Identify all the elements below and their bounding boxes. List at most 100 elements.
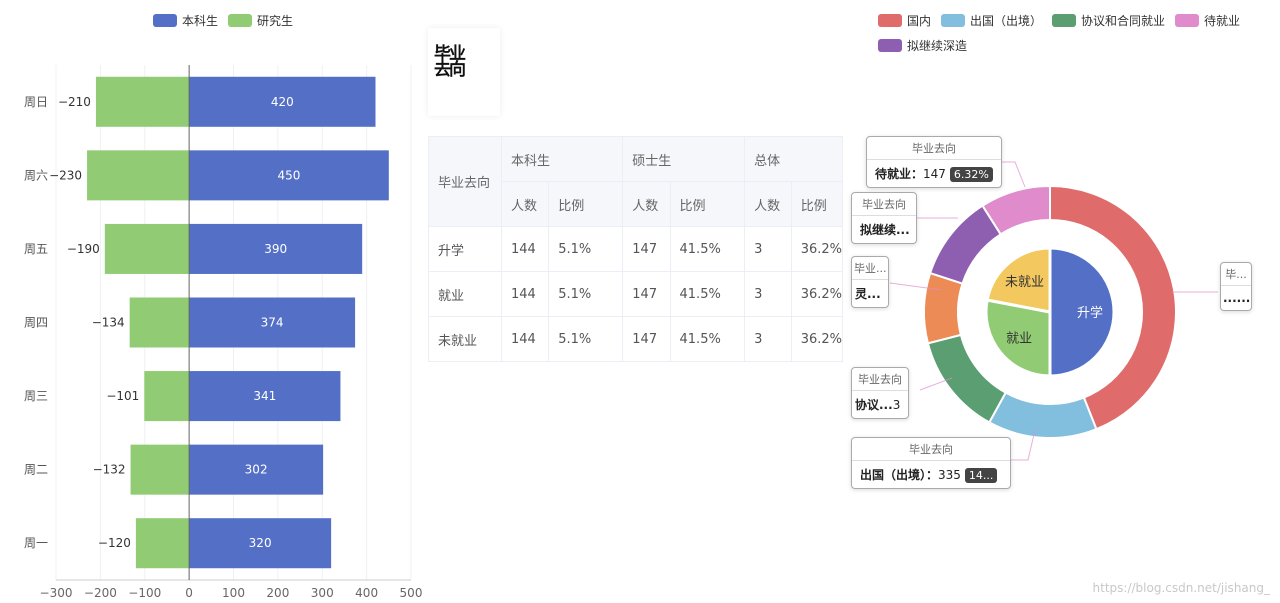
watermark: https://blog.csdn.net/jishang_ (1092, 581, 1270, 595)
tooltip-label: 出国（出境）： (860, 468, 939, 482)
bar-graduate (129, 297, 190, 348)
table-cell: 36.2% (790, 316, 844, 362)
table-cell: 3 (744, 271, 792, 317)
table-row: 就业 144 5.1% 147 41.5% 3 36.2% (428, 271, 844, 317)
table-header-row: 人数 比例 人数 比例 人数 比例 (429, 181, 844, 227)
table-cell: 147 (622, 316, 671, 362)
table-cell: 144 (500, 271, 550, 317)
tooltip-label: 灵... (855, 287, 881, 301)
table-header-cell: 比例 (669, 181, 746, 227)
x-tick-label: 200 (266, 586, 289, 600)
legend-item-further-study[interactable]: 拟继续深造 (878, 37, 967, 54)
x-tick-label: 300 (311, 586, 334, 600)
bar-value-label: 420 (271, 95, 294, 109)
bar-legend: 本科生 研究生 (153, 12, 303, 29)
x-tick-label: 0 (185, 586, 193, 600)
x-tick-label: 100 (222, 586, 245, 600)
table-cell: 147 (622, 271, 671, 317)
bar-undergrad (189, 150, 389, 201)
tooltip-label: 待就业： (875, 167, 924, 181)
bar-value-label: −120 (98, 536, 131, 550)
table-cell: 41.5% (669, 271, 746, 317)
bar-graduate (144, 371, 190, 422)
x-tick-label: 500 (400, 586, 423, 600)
legend-swatch (1175, 14, 1200, 27)
bar-value-label: −190 (67, 242, 100, 256)
legend-label: 出国（出境） (970, 14, 1043, 28)
legend-swatch (941, 14, 966, 27)
tooltip-label: 拟继续... (860, 223, 910, 237)
legend-label: 本科生 (182, 14, 219, 28)
leader-line (889, 282, 943, 291)
legend-swatch (878, 39, 902, 52)
legend-label: 协议和合同就业 (1081, 14, 1166, 28)
bar-graduate (135, 518, 190, 569)
legend-item-abroad[interactable]: 出国（出境） (941, 12, 1042, 29)
pie-slice (1048, 246, 1116, 378)
legend-label: 国内 (907, 14, 932, 28)
table-header-cell: 比例 (548, 181, 624, 227)
y-tick-label: 周二 (24, 463, 48, 477)
tooltip-title: 毕... (1221, 263, 1251, 286)
table-header-cell: 毕业去向 (428, 136, 502, 227)
pie-slice (923, 271, 964, 345)
pie-slice (987, 391, 1098, 439)
tooltip-further-study: 毕业去向 拟继续... (851, 192, 917, 244)
bar-undergrad (189, 371, 341, 422)
destination-table: 毕业去向 本科生 硕士生 总体 人数 比例 人数 比例 人数 比例 升学 144… (428, 136, 844, 362)
bar-value-label: 374 (261, 316, 284, 330)
table-cell: 升学 (428, 226, 502, 272)
pie-slice (926, 333, 1008, 424)
tooltip-label: ...... (1223, 291, 1251, 305)
pie-slice-label: 升学 (1077, 305, 1103, 321)
table-header-cell: 人数 (622, 181, 671, 227)
legend-item-graduate[interactable]: 研究生 (228, 12, 293, 29)
tooltip-title: 毕业去向 (867, 137, 1001, 160)
table-header-cell: 总体 (744, 136, 843, 182)
legend-item-domestic[interactable]: 国内 (878, 12, 931, 29)
table-cell: 未就业 (428, 316, 502, 362)
tooltip-value: 335 (938, 468, 961, 482)
pie-slice-label: 未就业 (1005, 275, 1044, 290)
tooltip-domestic: 毕... ...... (1220, 262, 1252, 311)
bar-value-label: 450 (278, 168, 301, 182)
tooltip-percent: 6.32% (949, 167, 993, 182)
table-cell: 36.2% (790, 271, 844, 317)
y-tick-label: 周日 (24, 95, 48, 109)
legend-swatch (1052, 14, 1077, 27)
leader-line (1002, 161, 1026, 188)
y-tick-label: 周五 (24, 242, 48, 256)
page-title: 毕业去向 (434, 44, 466, 80)
pie-slice (981, 184, 1051, 236)
tooltip-label: 协议... (855, 398, 893, 412)
legend-item-pending[interactable]: 待就业 (1175, 12, 1240, 29)
tooltip-flexible: 毕业... 灵... (851, 256, 889, 308)
table-cell: 3 (744, 316, 792, 362)
bar-graduate (87, 150, 190, 201)
pie-slice (985, 246, 1052, 314)
leader-line (919, 377, 953, 391)
bar-value-label: −230 (49, 168, 82, 182)
bar-value-label: 302 (245, 463, 268, 477)
table-header-cell: 人数 (500, 181, 550, 227)
x-tick-label: −300 (40, 586, 73, 600)
table-header-cell: 人数 (744, 181, 792, 227)
table-cell: 147 (622, 226, 671, 272)
tooltip-abroad: 毕业去向 出国（出境）：335 14... (851, 437, 1011, 489)
pie-slice-label: 就业 (1006, 331, 1032, 346)
legend-label: 待就业 (1204, 14, 1241, 28)
table-cell: 36.2% (790, 226, 844, 272)
legend-item-contract[interactable]: 协议和合同就业 (1052, 12, 1165, 29)
table-header-row: 毕业去向 本科生 硕士生 总体 (428, 136, 843, 227)
y-tick-label: 周四 (24, 316, 48, 330)
pie-legend: 国内 出国（出境） 协议和合同就业 待就业 拟继续深造 (878, 12, 1258, 54)
legend-item-undergrad[interactable]: 本科生 (153, 12, 218, 29)
pie-slice (1049, 184, 1177, 431)
title-card: 毕业去向 (428, 28, 500, 116)
bar-value-label: −134 (92, 316, 125, 330)
tooltip-value: 3 (892, 398, 901, 412)
table-row: 未就业 144 5.1% 147 41.5% 3 36.2% (428, 316, 844, 362)
table-cell: 3 (744, 226, 792, 272)
table-cell: 41.5% (669, 226, 746, 272)
